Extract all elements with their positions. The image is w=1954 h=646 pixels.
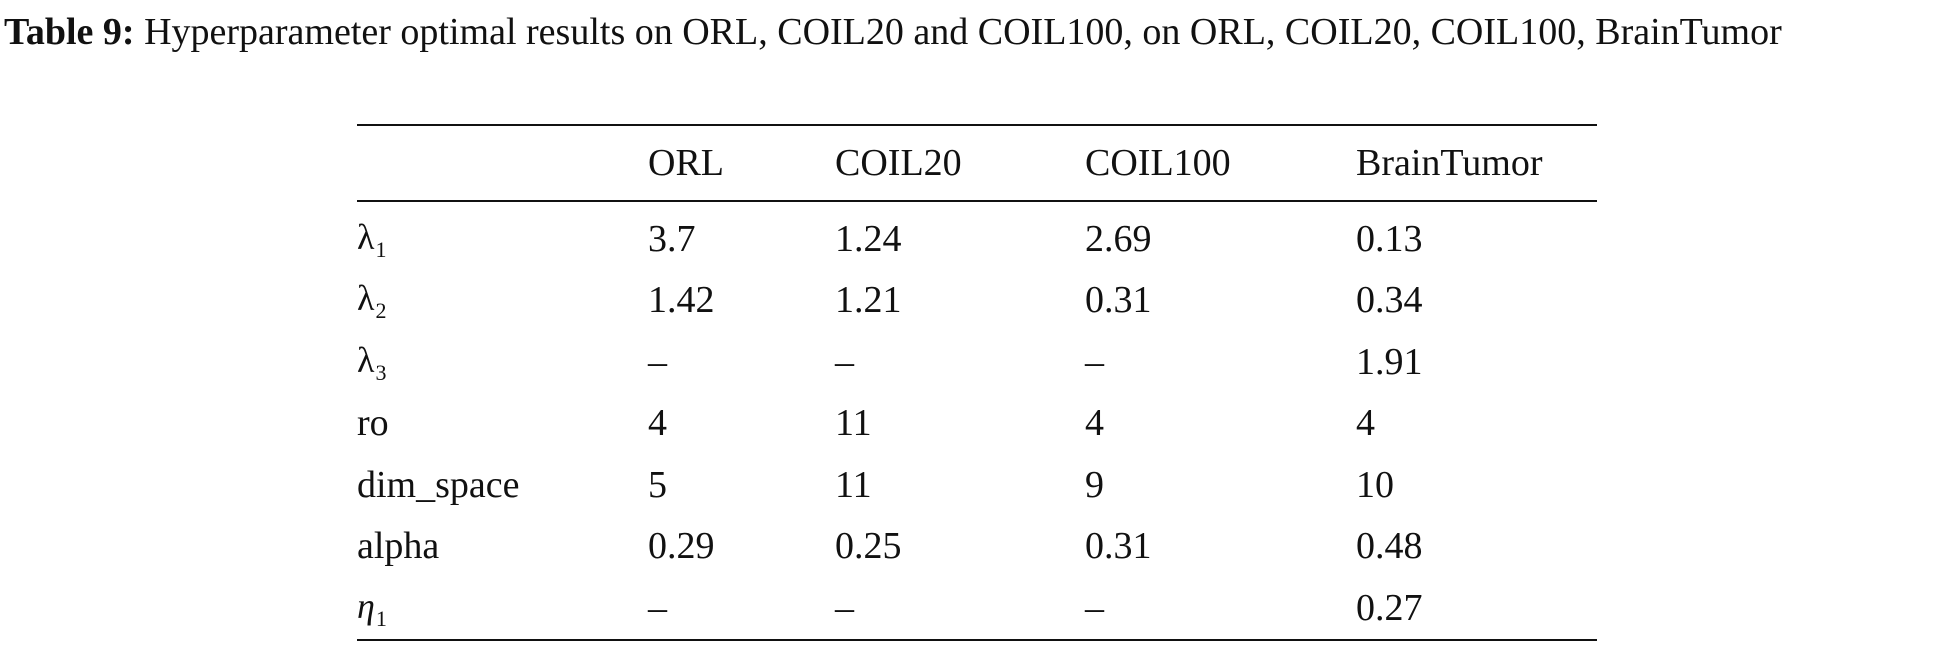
table-cell: 2.69 (1085, 217, 1152, 260)
table-cell: 4 (1356, 402, 1375, 445)
table-cell: 0.27 (1356, 586, 1423, 629)
row-label-lambda3: λ3 (357, 331, 648, 393)
parameter-symbol: ro (357, 402, 389, 445)
table-cell: 0.31 (1085, 279, 1152, 322)
table-cell: 0.13 (1356, 217, 1423, 260)
table-cell: 4 (648, 402, 667, 445)
table-cell: 1.42 (648, 279, 715, 322)
table-cell: 0.25 (835, 525, 902, 568)
table-cell: 3.7 (648, 217, 696, 260)
table-cell: 0.29 (648, 525, 715, 568)
hyperparameter-table: ORL COIL20 COIL100 BrainTumor λ1 3.7 1.2… (357, 124, 1597, 641)
row-label-dim-space: dim_space (357, 454, 648, 516)
table-row: λ1 3.7 1.24 2.69 0.13 (357, 201, 1597, 270)
header-cell-coil20: COIL20 (835, 142, 962, 184)
table-cell: 11 (835, 402, 872, 445)
hyperparameter-table-container: ORL COIL20 COIL100 BrainTumor λ1 3.7 1.2… (357, 124, 1597, 641)
parameter-subscript: 3 (375, 359, 387, 385)
parameter-subscript: 2 (375, 298, 387, 324)
row-label-eta1: η1 (357, 577, 648, 640)
header-cell-orl: ORL (648, 142, 724, 184)
parameter-symbol: λ (357, 216, 375, 257)
table-row: η1 – – – 0.27 (357, 577, 1597, 640)
header-cell-coil100: COIL100 (1085, 142, 1231, 184)
table-cell: – (1085, 340, 1104, 383)
table-cell: 11 (835, 463, 872, 506)
caption-label: Table 9: (4, 11, 135, 53)
parameter-symbol: dim_space (357, 463, 520, 506)
table-cell: 5 (648, 463, 667, 506)
row-label-ro: ro (357, 393, 648, 455)
parameter-symbol: alpha (357, 525, 440, 568)
parameter-symbol: η (357, 585, 375, 626)
table-caption: Table 9: Hyperparameter optimal results … (4, 6, 1950, 58)
table-cell: – (835, 340, 854, 383)
caption-text: Hyperparameter optimal results on ORL, C… (144, 11, 1782, 53)
table-cell: – (1085, 586, 1104, 629)
table-cell: 1.91 (1356, 340, 1423, 383)
table-cell: 9 (1085, 463, 1104, 506)
table-cell: – (648, 586, 667, 629)
table-cell: 10 (1356, 463, 1394, 506)
row-label-lambda1: λ1 (357, 201, 648, 270)
header-cell-braintumor: BrainTumor (1356, 142, 1543, 184)
table-cell: 1.21 (835, 279, 902, 322)
table-row: λ2 1.42 1.21 0.31 0.34 (357, 270, 1597, 332)
row-label-lambda2: λ2 (357, 270, 648, 332)
table-cell: 0.48 (1356, 525, 1423, 568)
table-row: ro 4 11 4 4 (357, 393, 1597, 455)
table-cell: 0.34 (1356, 279, 1423, 322)
table-cell: – (648, 340, 667, 383)
table-row: λ3 – – – 1.91 (357, 331, 1597, 393)
table-row: dim_space 5 11 9 10 (357, 454, 1597, 516)
table-row: alpha 0.29 0.25 0.31 0.48 (357, 516, 1597, 578)
parameter-symbol: λ (357, 278, 375, 319)
table-cell: 0.31 (1085, 525, 1152, 568)
header-cell-parameter (357, 125, 648, 201)
parameter-subscript: 1 (375, 605, 387, 631)
parameter-symbol: λ (357, 339, 375, 380)
table-cell: – (835, 586, 854, 629)
parameter-subscript: 1 (375, 236, 387, 262)
table-cell: 4 (1085, 402, 1104, 445)
row-label-alpha: alpha (357, 516, 648, 578)
table-cell: 1.24 (835, 217, 902, 260)
header-row: ORL COIL20 COIL100 BrainTumor (357, 125, 1597, 201)
